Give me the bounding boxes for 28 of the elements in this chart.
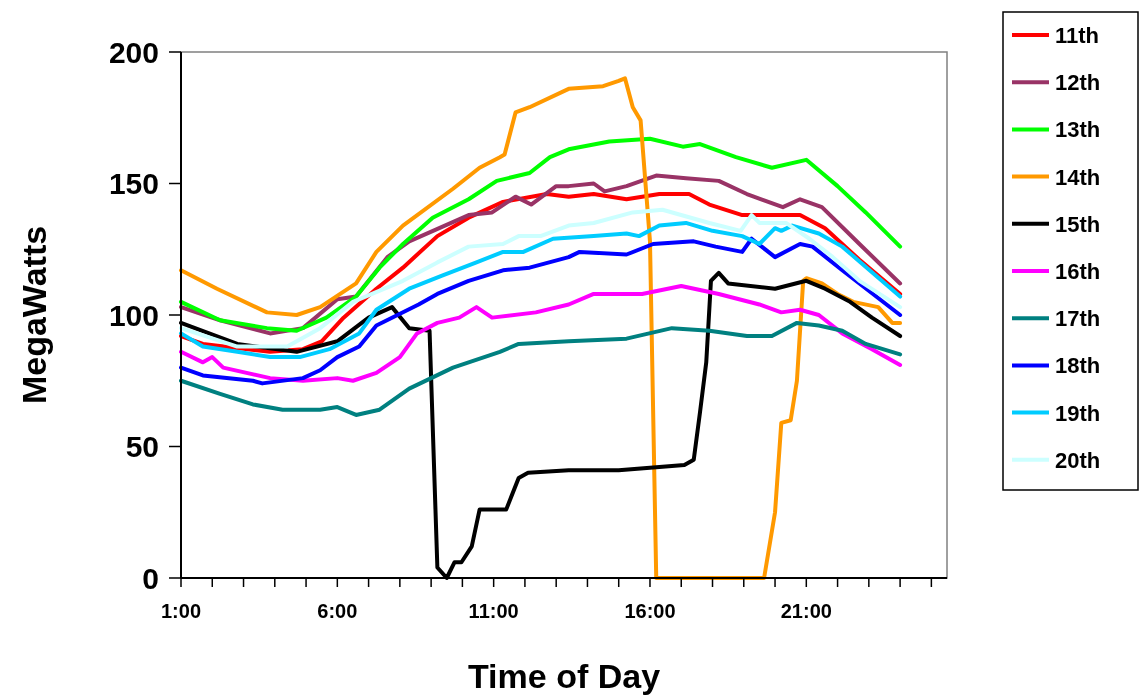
legend-label: 20th bbox=[1055, 447, 1101, 473]
legend-label: 16th bbox=[1055, 259, 1101, 284]
x-tick-label: 16:00 bbox=[624, 600, 676, 622]
line-series bbox=[179, 284, 903, 383]
legend-label: 12th bbox=[1055, 70, 1101, 96]
line-series bbox=[179, 220, 903, 360]
line-series bbox=[179, 320, 903, 417]
y-axis-title: MegaWatts bbox=[15, 225, 53, 405]
line-series bbox=[179, 76, 903, 580]
x-tick-label: 21:00 bbox=[780, 600, 832, 622]
x-tick-label: 11:00 bbox=[468, 600, 519, 622]
legend-label: 14th bbox=[1055, 164, 1101, 190]
x-axis-title: Time of Day bbox=[467, 657, 661, 695]
legend-label: 17th bbox=[1055, 306, 1101, 332]
legend-label: 11th bbox=[1055, 23, 1100, 48]
line-series bbox=[179, 236, 903, 386]
legend-label: 19th bbox=[1055, 400, 1101, 426]
x-tick-label: 1:00 bbox=[160, 600, 202, 622]
y-tick-label: 100 bbox=[108, 298, 159, 332]
y-tick-label: 150 bbox=[108, 167, 159, 200]
x-tick-label: 6:00 bbox=[317, 600, 358, 622]
legend-label: 13th bbox=[1055, 117, 1101, 143]
y-tick-label: 50 bbox=[125, 430, 159, 463]
legend-label: 15th bbox=[1055, 211, 1101, 237]
y-tick-label: 200 bbox=[108, 35, 159, 69]
legend-label: 18th bbox=[1055, 353, 1101, 379]
y-tick-label: 0 bbox=[142, 561, 159, 595]
line-series bbox=[179, 136, 903, 333]
